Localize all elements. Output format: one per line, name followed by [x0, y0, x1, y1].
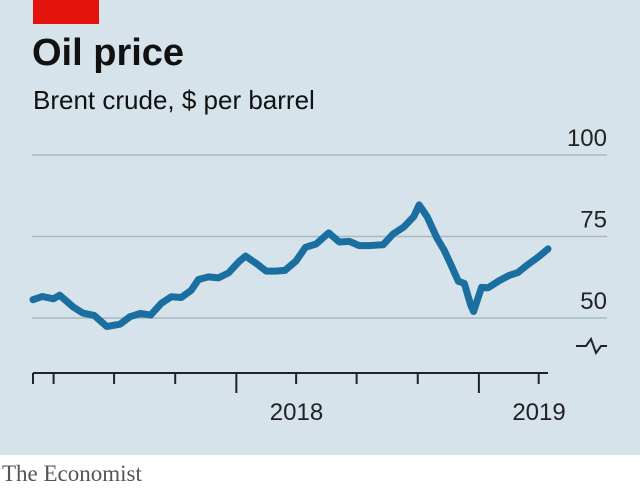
brand-tag [33, 0, 99, 24]
series-line [29, 201, 552, 330]
chart-panel: Oil price Brent crude, $ per barrel 100 7… [0, 0, 640, 455]
y-tick-label: 75 [580, 207, 607, 234]
y-tick-label: 100 [567, 125, 607, 152]
chart-title: Oil price [32, 32, 185, 74]
y-tick-label: 50 [580, 288, 607, 315]
line-chart: 100 75 50 2018 2019 [29, 125, 607, 426]
x-tick-label: 2019 [512, 399, 565, 426]
source-credit: The Economist [2, 461, 142, 486]
x-tick-label: 2018 [270, 399, 323, 426]
chart-subtitle: Brent crude, $ per barrel [33, 85, 315, 115]
axis-break-icon [576, 336, 607, 356]
